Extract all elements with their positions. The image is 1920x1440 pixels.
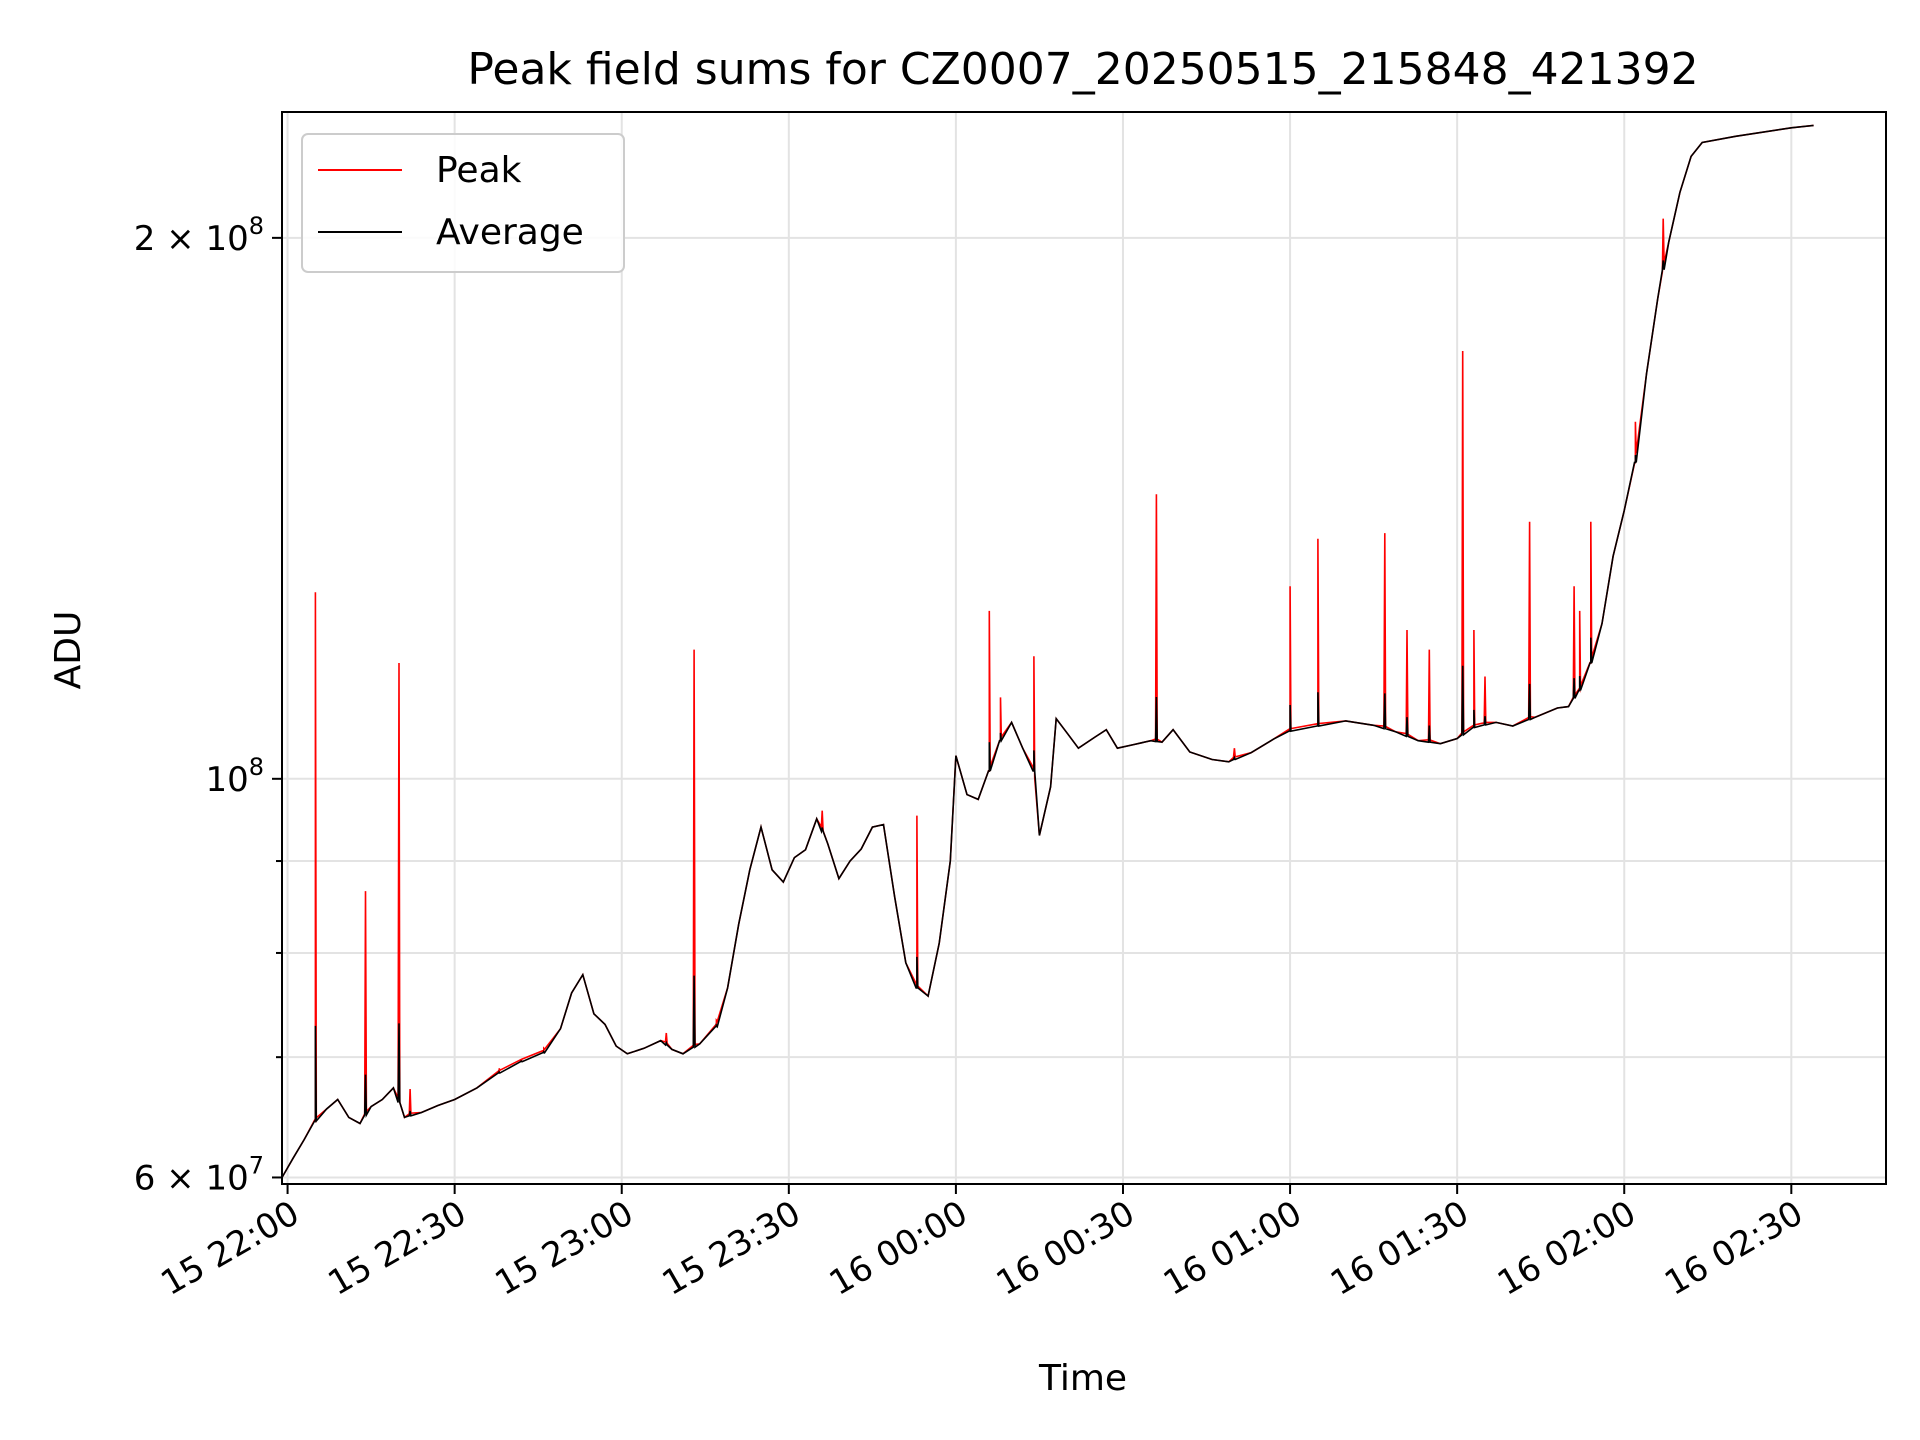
x-axis-label: Time <box>1038 1358 1127 1399</box>
series-line-average <box>281 124 1814 1178</box>
plot-frame <box>281 111 1887 1185</box>
series-layer <box>281 124 1814 1178</box>
grid-layer <box>282 112 1886 1184</box>
y-axis-label: ADU <box>48 611 89 690</box>
y-tick-label: 6 × 107 <box>134 1151 264 1198</box>
y-tick-label: 108 <box>205 753 264 800</box>
legend-label-average: Average <box>436 212 584 253</box>
chart-title: Peak field sums for CZ0007_20250515_2158… <box>467 44 1698 95</box>
legend-label-peak: Peak <box>436 150 522 191</box>
legend-box <box>301 133 625 273</box>
y-tick-label: 2 × 108 <box>134 212 264 259</box>
legend: Peak Average <box>301 133 625 273</box>
